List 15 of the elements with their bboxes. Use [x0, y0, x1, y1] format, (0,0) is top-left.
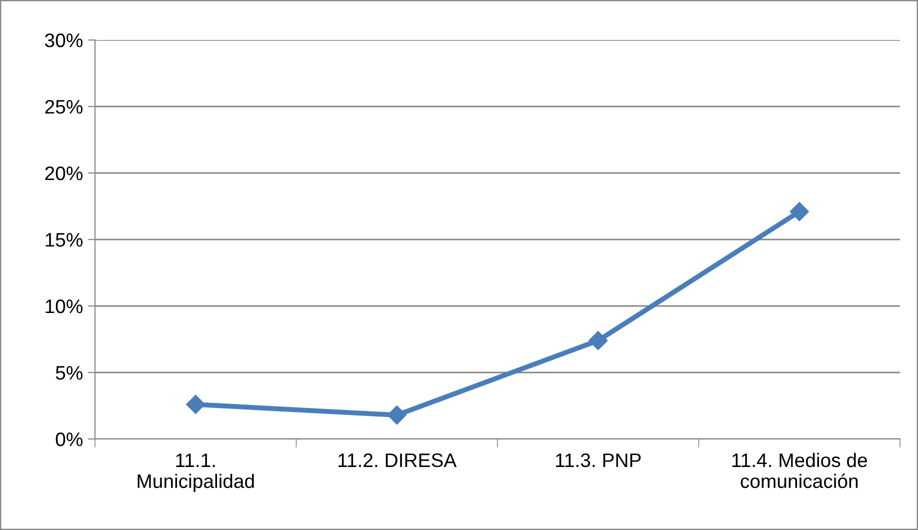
point — [186, 394, 206, 414]
point — [790, 202, 809, 222]
y-tick-label: 25% — [45, 100, 83, 114]
y-tick-label: 20% — [45, 166, 83, 180]
x-tick-label: 11.3. PNP — [556, 453, 641, 468]
x-tick-label: 11.1. Municipalidad — [138, 454, 254, 492]
y-tick-label: 15% — [46, 233, 83, 247]
y-tick-label: 30% — [45, 33, 83, 48]
x-tick-label: 11.4. Medios de comunicación — [732, 452, 867, 488]
y-tick-label: 0% — [56, 432, 83, 446]
y-tick-label: 5% — [56, 366, 83, 380]
point — [387, 406, 406, 425]
x-tick-label: 11.2. DIRESA — [338, 453, 457, 468]
point — [588, 331, 608, 350]
y-tick-label: 10% — [46, 299, 83, 314]
